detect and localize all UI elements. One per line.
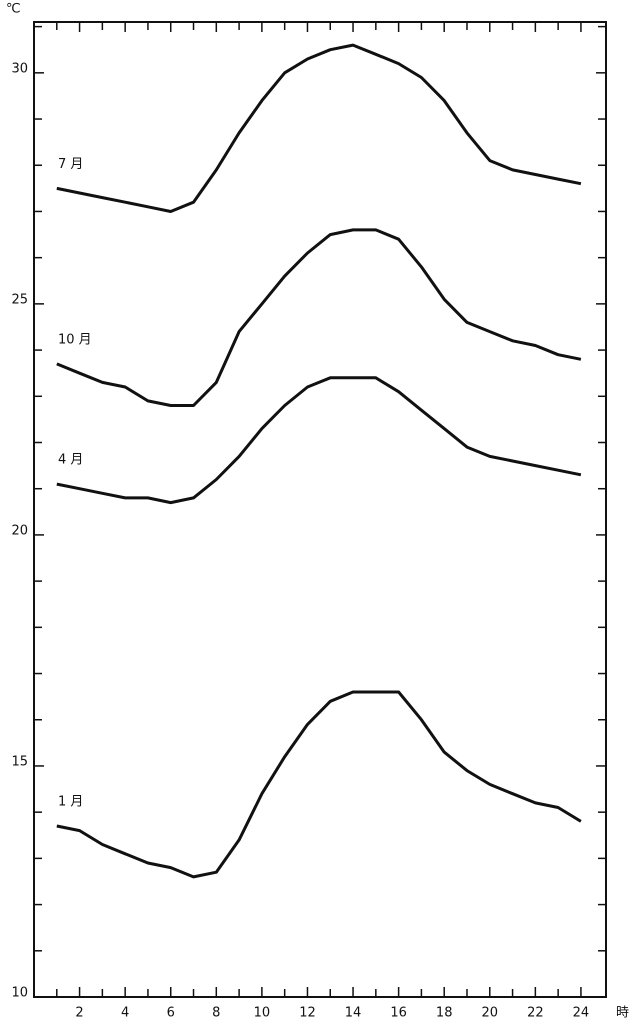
series-label: 7 月 [58, 157, 83, 172]
x-tick-label: 8 [212, 1006, 220, 1021]
series-label: 1 月 [58, 795, 83, 810]
y-tick-label: 20 [11, 523, 28, 538]
x-tick-label: 2 [75, 1006, 83, 1021]
x-tick-label: 20 [482, 1006, 499, 1021]
series-line [56, 690, 582, 879]
y-tick-label: 25 [11, 292, 28, 307]
y-tick-label: 10 [11, 986, 28, 1001]
series-label: 10 月 [58, 332, 92, 347]
x-tick-label: 14 [345, 1006, 362, 1021]
series-line [56, 228, 582, 407]
x-tick-label: 10 [254, 1006, 271, 1021]
y-unit: ℃ [6, 2, 21, 17]
series-line [56, 43, 582, 213]
x-tick-label: 18 [436, 1006, 453, 1021]
x-tick-label: 6 [167, 1006, 175, 1021]
y-tick-label: 15 [11, 754, 28, 769]
x-tick-label: 24 [573, 1006, 590, 1021]
x-tick-label: 4 [121, 1006, 129, 1021]
x-unit: 時 [616, 1006, 629, 1021]
x-tick-label: 22 [527, 1006, 544, 1021]
x-tick-label: 12 [299, 1006, 316, 1021]
series-line [56, 376, 582, 505]
x-tick-label: 16 [390, 1006, 407, 1021]
plot-frame [33, 21, 607, 998]
y-tick-label: 30 [11, 61, 28, 76]
series-label: 4 月 [58, 453, 83, 468]
